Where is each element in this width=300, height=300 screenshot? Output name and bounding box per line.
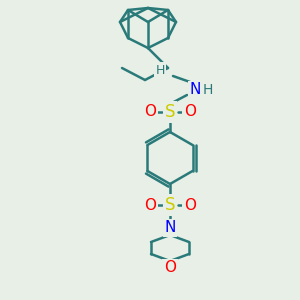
Text: O: O (144, 197, 156, 212)
Text: S: S (165, 103, 175, 121)
Text: H: H (203, 83, 213, 97)
Text: N: N (189, 82, 201, 98)
Text: O: O (164, 260, 176, 275)
Text: N: N (164, 220, 176, 236)
Text: O: O (184, 197, 196, 212)
Text: H: H (155, 64, 165, 76)
Text: S: S (165, 196, 175, 214)
Text: O: O (144, 104, 156, 119)
Text: O: O (184, 104, 196, 119)
